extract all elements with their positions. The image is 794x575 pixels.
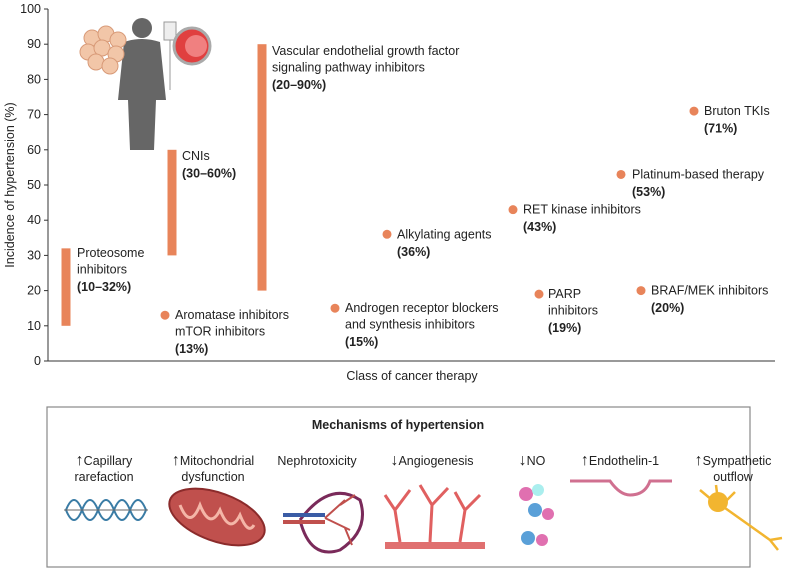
point xyxy=(534,289,544,299)
range-bar xyxy=(61,248,71,326)
point-label: BRAF/MEK inhibitors xyxy=(651,284,768,298)
mechanism-label: ↓NO xyxy=(519,452,546,469)
point-value-label: (15%) xyxy=(345,335,378,349)
mechanism-arrow: ↓ xyxy=(390,452,398,469)
y-tick-label: 20 xyxy=(27,284,41,298)
mechanism-label: rarefaction xyxy=(74,470,133,484)
y-tick-label: 10 xyxy=(27,319,41,333)
point-value-label: (43%) xyxy=(523,220,556,234)
mechanism-label: ↑Sympathetic xyxy=(695,452,772,469)
point-value-label: (36%) xyxy=(397,245,430,259)
mechanism-text: rarefaction xyxy=(74,470,133,484)
y-tick-label: 70 xyxy=(27,108,41,122)
chart: 0 10 20 30 40 50 60 70 80 90 100 Incidence of hyper… xyxy=(3,2,775,383)
mechanism-text: Angiogenesis xyxy=(398,454,473,468)
point-label: Alkylating agents xyxy=(397,227,492,241)
point-label: RET kinase inhibitors xyxy=(523,203,641,217)
mechanism-arrow: ↑ xyxy=(172,452,180,469)
mechanisms-title: Mechanisms of hypertension xyxy=(312,418,484,432)
point-label: Bruton TKIs xyxy=(704,104,770,118)
point-value-label: (53%) xyxy=(632,185,665,199)
mechanism-label: ↓Angiogenesis xyxy=(390,452,473,469)
mechanism-label: outflow xyxy=(713,470,754,484)
y-tick-label: 80 xyxy=(27,72,41,86)
point-value-label: (13%) xyxy=(175,342,208,356)
point-value-label: (19%) xyxy=(548,321,581,335)
mechanism-arrow: ↓ xyxy=(519,452,527,469)
mechanism-icons xyxy=(64,479,783,554)
point xyxy=(382,229,392,239)
point-label: Platinum-based therapy xyxy=(632,167,765,181)
point-value-label: (71%) xyxy=(704,122,737,136)
mechanisms: ↑Capillaryrarefaction↑Mitochondrialdysfu… xyxy=(74,452,771,484)
mechanism-label: Nephrotoxicity xyxy=(277,454,357,468)
y-tick-label: 0 xyxy=(34,354,41,368)
range-label: inhibitors xyxy=(77,263,127,277)
point-label: Aromatase inhibitors xyxy=(175,308,289,322)
range-label: Proteosome xyxy=(77,246,144,260)
mechanism-text: NO xyxy=(527,454,546,468)
mechanism-arrow: ↑ xyxy=(76,452,84,469)
mechanism-arrow: ↑ xyxy=(581,452,589,469)
mechanism-text: Sympathetic xyxy=(703,454,772,468)
range-value-label: (30–60%) xyxy=(182,167,236,181)
mechanism-text: Capillary xyxy=(84,454,133,468)
point-label: inhibitors xyxy=(548,304,598,318)
range-bar xyxy=(257,44,267,291)
mechanism-text: Nephrotoxicity xyxy=(277,454,357,468)
point xyxy=(689,106,699,116)
mechanism-text: Endothelin-1 xyxy=(589,454,659,468)
y-tick-label: 100 xyxy=(20,2,41,16)
y-tick-label: 30 xyxy=(27,248,41,262)
mechanism-text: Mitochondrial xyxy=(180,454,254,468)
y-axis-label: Incidence of hypertension (%) xyxy=(3,102,17,267)
range-label: Vascular endothelial growth factor xyxy=(272,44,459,58)
mechanism-label: ↑Mitochondrial xyxy=(172,452,254,469)
y-tick-label: 50 xyxy=(27,178,41,192)
range-value-label: (10–32%) xyxy=(77,280,131,294)
point-value-label: (20%) xyxy=(651,301,684,315)
range-label: CNIs xyxy=(182,149,210,163)
point xyxy=(330,303,340,313)
mechanism-label: ↑Capillary xyxy=(76,452,133,469)
point-label: Androgen receptor blockers xyxy=(345,301,499,315)
y-tick-label: 40 xyxy=(27,213,41,227)
mechanism-label: dysfunction xyxy=(181,470,244,484)
y-tick-label: 60 xyxy=(27,143,41,157)
range-label: signaling pathway inhibitors xyxy=(272,61,425,75)
y-tick-label: 90 xyxy=(27,37,41,51)
range-value-label: (20–90%) xyxy=(272,78,326,92)
point-label: mTOR inhibitors xyxy=(175,325,265,339)
point xyxy=(636,286,646,296)
mechanism-text: outflow xyxy=(713,470,754,484)
point xyxy=(616,169,626,179)
point xyxy=(508,205,518,215)
mechanism-arrow: ↑ xyxy=(695,452,703,469)
point-label: PARP xyxy=(548,287,581,301)
patient-illustration xyxy=(79,18,212,150)
x-axis-label: Class of cancer therapy xyxy=(346,369,478,383)
mechanism-label: ↑Endothelin-1 xyxy=(581,452,659,469)
point xyxy=(160,310,170,320)
range-bar xyxy=(167,149,177,256)
mechanism-text: dysfunction xyxy=(181,470,244,484)
point-label: and synthesis inhibitors xyxy=(345,318,475,332)
